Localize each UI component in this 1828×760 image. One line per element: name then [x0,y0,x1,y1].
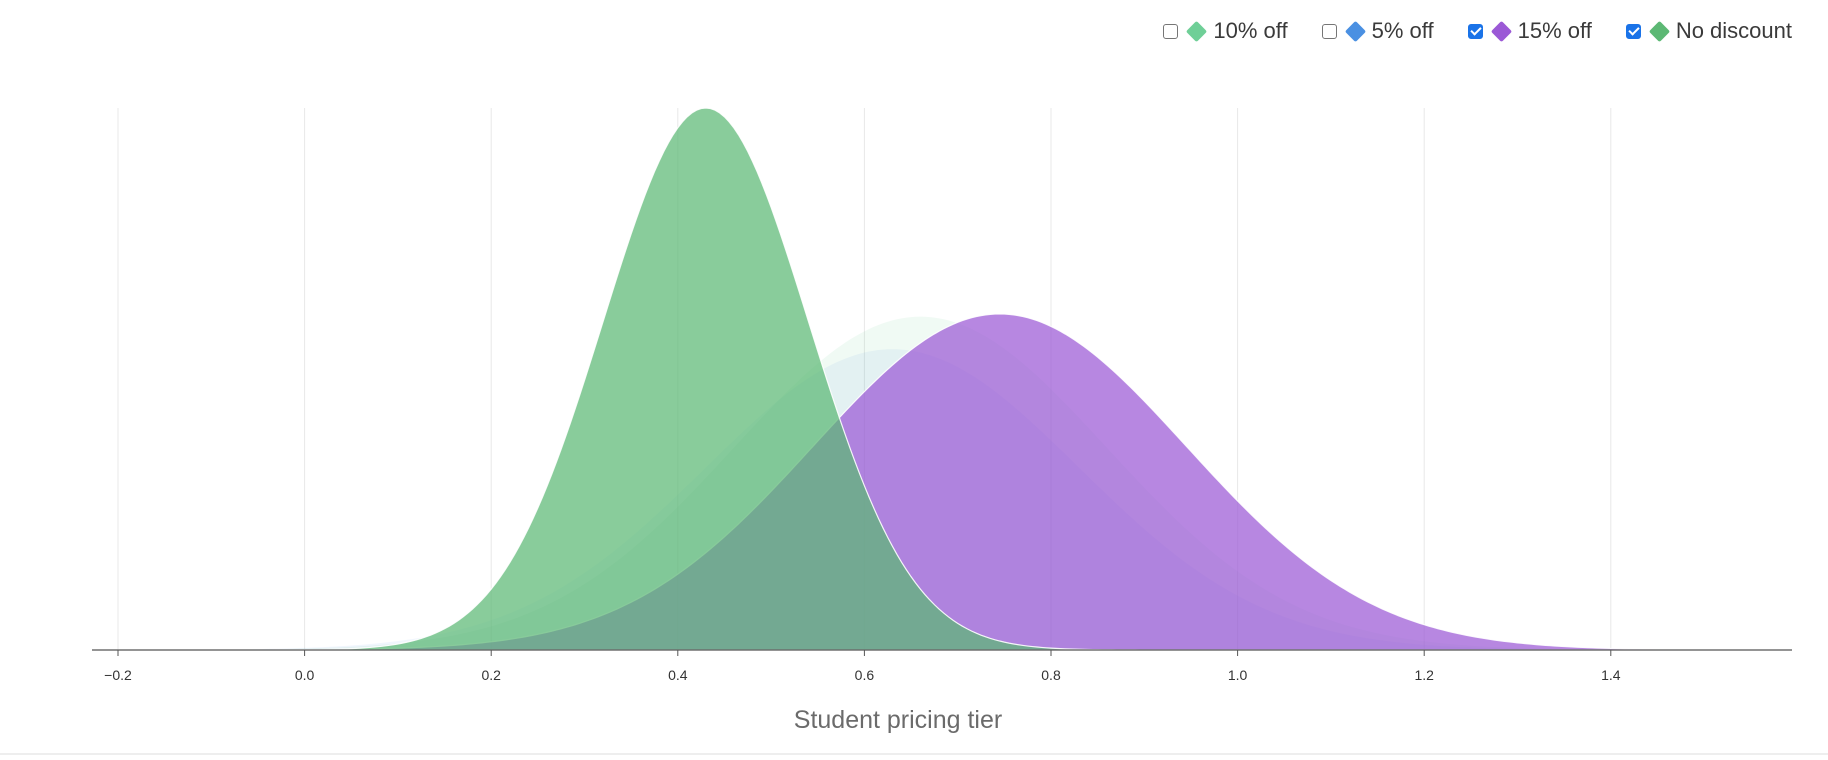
legend-item-no-discount[interactable]: No discount [1625,18,1792,44]
x-tick-label: 0.0 [295,667,315,683]
legend-label: No discount [1675,18,1792,43]
x-tick-label: 1.0 [1228,667,1248,683]
density-areas [117,107,1705,651]
x-tick-label: 0.2 [481,667,501,683]
x-tick-label: −0.2 [104,667,132,683]
x-axis-ticks: −0.2 0.0 0.2 0.4 0.6 0.8 1.0 1.2 1.4 [104,650,1621,683]
x-axis-title: Student pricing tier [794,706,1002,734]
legend-label: 15% off [1517,18,1592,43]
legend-item-5-off[interactable]: 5% off [1321,18,1434,44]
legend-label: 10% off [1213,18,1288,43]
legend-checkbox[interactable] [1625,23,1641,39]
x-tick-label: 0.8 [1041,667,1061,683]
x-tick-label: 1.2 [1414,667,1434,683]
legend-item-10-off[interactable]: 10% off [1163,18,1288,44]
legend-item-15-off[interactable]: 15% off [1467,18,1592,44]
x-tick-label: 0.4 [668,667,688,683]
bottom-divider [0,753,1828,755]
x-tick-label: 0.6 [855,667,875,683]
x-tick-label: 1.4 [1601,667,1621,683]
legend-checkbox[interactable] [1163,23,1179,39]
legend-checkbox[interactable] [1467,23,1483,39]
legend-label: 5% off [1371,18,1434,43]
legend: 10% off 5% off 15% off No discount [1163,18,1792,44]
legend-checkbox[interactable] [1321,23,1337,39]
